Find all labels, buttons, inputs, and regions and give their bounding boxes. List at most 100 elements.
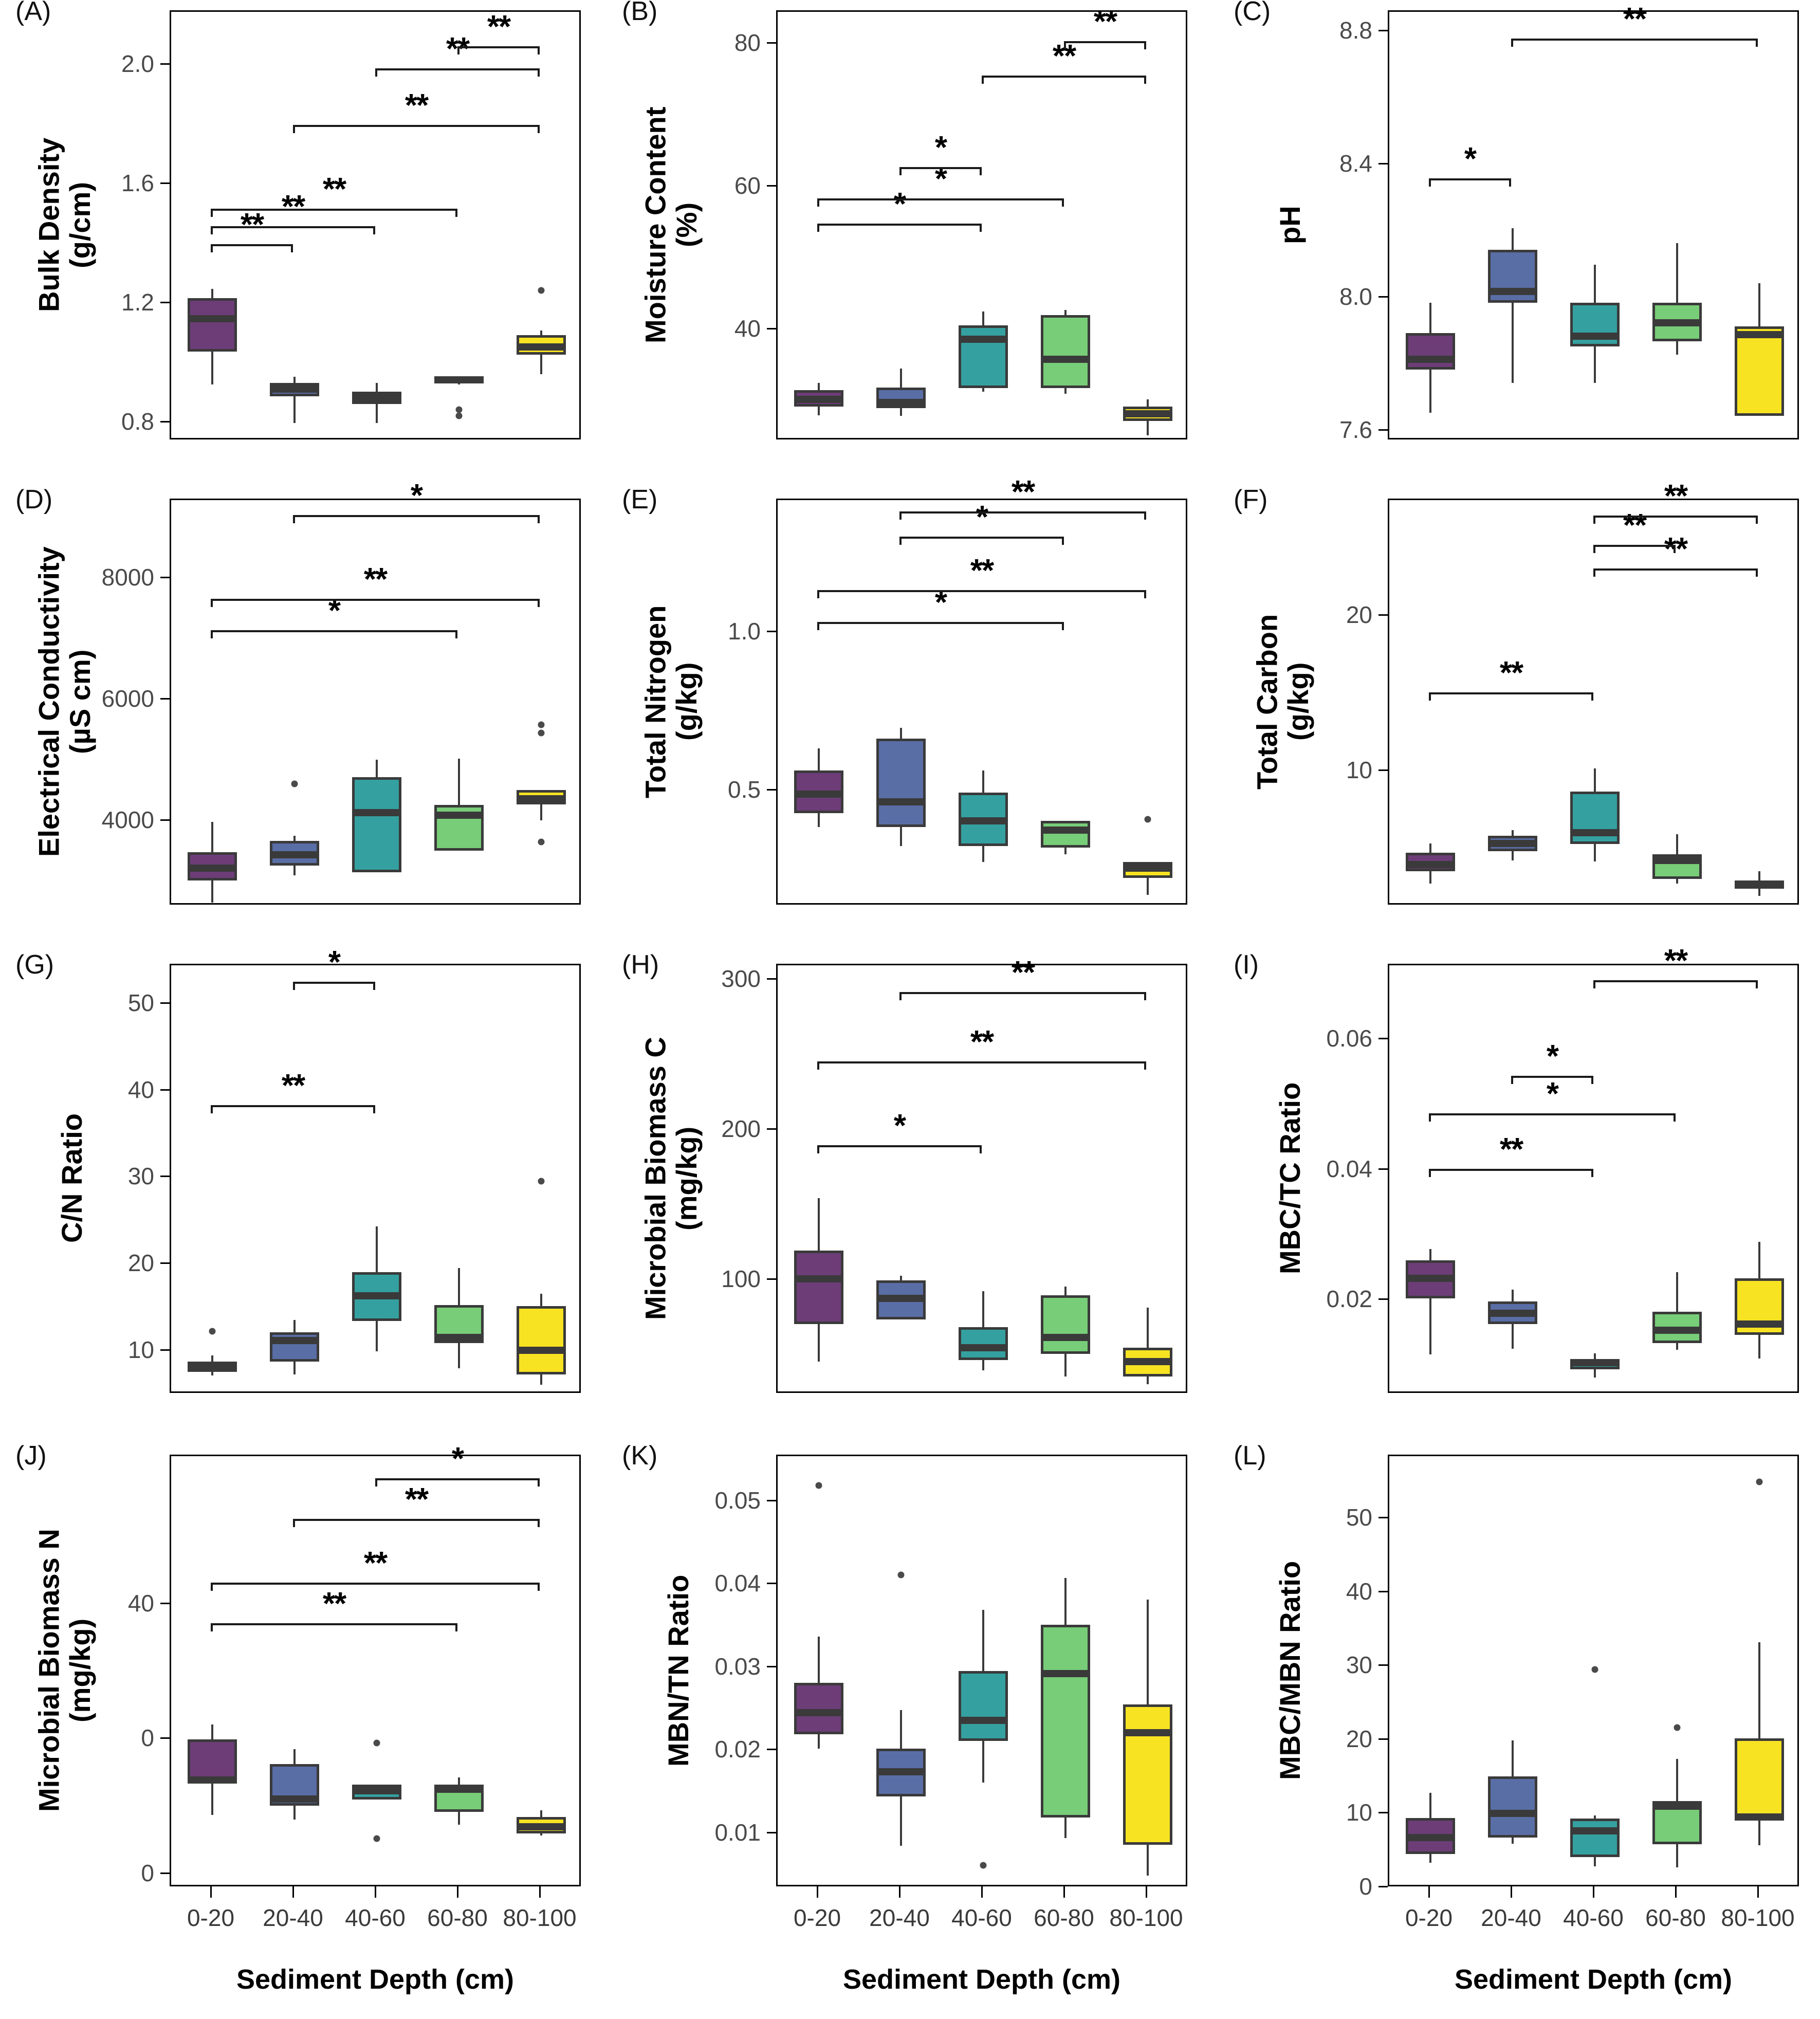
significance-cap-left	[817, 621, 819, 630]
median-line	[1488, 287, 1537, 295]
significance-symbol: *	[976, 499, 988, 535]
significance-cap-right	[538, 515, 540, 523]
whisker-upper	[1594, 1815, 1596, 1819]
y-tick-label: 100	[721, 1265, 761, 1293]
median-line	[1735, 1320, 1784, 1328]
significance-bar	[211, 1583, 540, 1593]
median-line	[434, 812, 484, 819]
median-line	[434, 1333, 484, 1341]
significance-cap-right	[538, 598, 540, 607]
significance-cap-right	[373, 1105, 375, 1113]
y-tick-label: 20	[127, 1249, 154, 1276]
significance-line	[293, 125, 540, 127]
significance-cap-right	[1144, 590, 1146, 599]
plot-area	[776, 499, 1187, 905]
whisker-lower	[1147, 877, 1149, 895]
whisker-lower	[211, 1781, 213, 1815]
box-0-20	[188, 298, 237, 352]
median-line	[1735, 882, 1784, 889]
whisker-lower	[1429, 871, 1431, 884]
y-tick-mark	[1378, 1517, 1388, 1519]
whisker-upper	[900, 727, 902, 739]
boxplot-group-60-80	[1389, 500, 1797, 903]
significance-cap-left	[457, 46, 459, 54]
significance-cap-left	[293, 515, 295, 523]
whisker-lower	[211, 880, 213, 903]
boxplot-group-0-20	[171, 965, 579, 1391]
panel-tag-h: (H)	[622, 950, 659, 980]
whisker-lower	[1064, 1354, 1067, 1376]
median-line	[1406, 356, 1455, 363]
whisker-upper	[818, 1198, 820, 1251]
whisker-upper	[293, 1749, 296, 1764]
plot-area	[1388, 10, 1799, 439]
whisker-lower	[982, 388, 984, 392]
x-tick-mark	[1063, 1886, 1065, 1898]
significance-cap-right	[1144, 1061, 1146, 1070]
y-tick-label: 1.0	[728, 618, 761, 645]
significance-cap-right	[1674, 1113, 1676, 1122]
box-20-40	[270, 1332, 319, 1362]
y-tick-mark	[160, 698, 170, 700]
whisker-lower	[1676, 341, 1678, 355]
significance-cap-right	[538, 46, 540, 54]
median-line	[959, 336, 1008, 343]
box-80-100	[1735, 326, 1784, 416]
y-tick-label: 10	[1346, 756, 1372, 783]
y-tick-mark	[160, 1602, 170, 1604]
significance-line	[1511, 1075, 1593, 1078]
whisker-lower	[540, 1374, 542, 1385]
boxplot-group-60-80	[778, 12, 1186, 438]
significance-line	[1593, 545, 1676, 547]
significance-cap-left	[899, 536, 902, 545]
boxplot-group-60-80	[1389, 12, 1797, 438]
significance-line	[1429, 692, 1593, 694]
significance-cap-right	[1062, 536, 1064, 545]
x-tick-mark	[1146, 1886, 1147, 1898]
boxplot-group-0-20	[1389, 1456, 1797, 1885]
x-tick-mark	[981, 1886, 983, 1898]
x-tick-label-0-20: 0-20	[1405, 1904, 1453, 1931]
significance-cap-right	[538, 1583, 540, 1591]
y-tick-mark	[1378, 162, 1388, 164]
y-tick-mark	[767, 328, 776, 330]
whisker-lower	[1594, 1857, 1596, 1867]
y-tick-mark	[160, 1002, 170, 1004]
boxplot-group-0-20	[171, 12, 579, 438]
y-tick-mark	[160, 1176, 170, 1178]
x-tick-label-0-20: 0-20	[793, 1904, 841, 1931]
median-line	[1123, 410, 1172, 418]
boxplot-group-20-40	[171, 12, 579, 438]
whisker-lower	[540, 354, 542, 374]
panel-tag-g: (G)	[15, 950, 54, 980]
significance-cap-left	[211, 630, 213, 638]
y-tick-label: 7.6	[1339, 416, 1372, 443]
plot-inner	[778, 1456, 1186, 1885]
x-tick-mark	[539, 1886, 541, 1898]
y-tick-label: 80	[734, 29, 761, 56]
whisker-upper	[982, 1609, 984, 1672]
significance-symbol: **	[322, 171, 346, 207]
outlier-point	[1674, 1724, 1681, 1731]
significance-bar	[375, 68, 540, 79]
boxplot-group-20-40	[778, 12, 1186, 438]
median-line	[188, 315, 237, 323]
outlier-point	[815, 1482, 822, 1489]
significance-cap-left	[1593, 980, 1595, 988]
significance-symbol: *	[934, 130, 947, 166]
significance-symbol: **	[1093, 4, 1117, 40]
y-tick-label: 200	[721, 1115, 761, 1143]
y-tick-mark	[767, 1128, 776, 1130]
panel-tag-b: (B)	[622, 0, 658, 26]
median-line	[794, 1709, 843, 1717]
box-40-60	[959, 325, 1008, 388]
median-line	[270, 1795, 319, 1803]
significance-cap-left	[899, 992, 902, 1001]
significance-line	[1593, 568, 1758, 571]
y-tick-label: 0	[141, 1724, 154, 1752]
significance-symbol: **	[322, 1586, 346, 1622]
significance-symbol: **	[405, 1481, 429, 1517]
